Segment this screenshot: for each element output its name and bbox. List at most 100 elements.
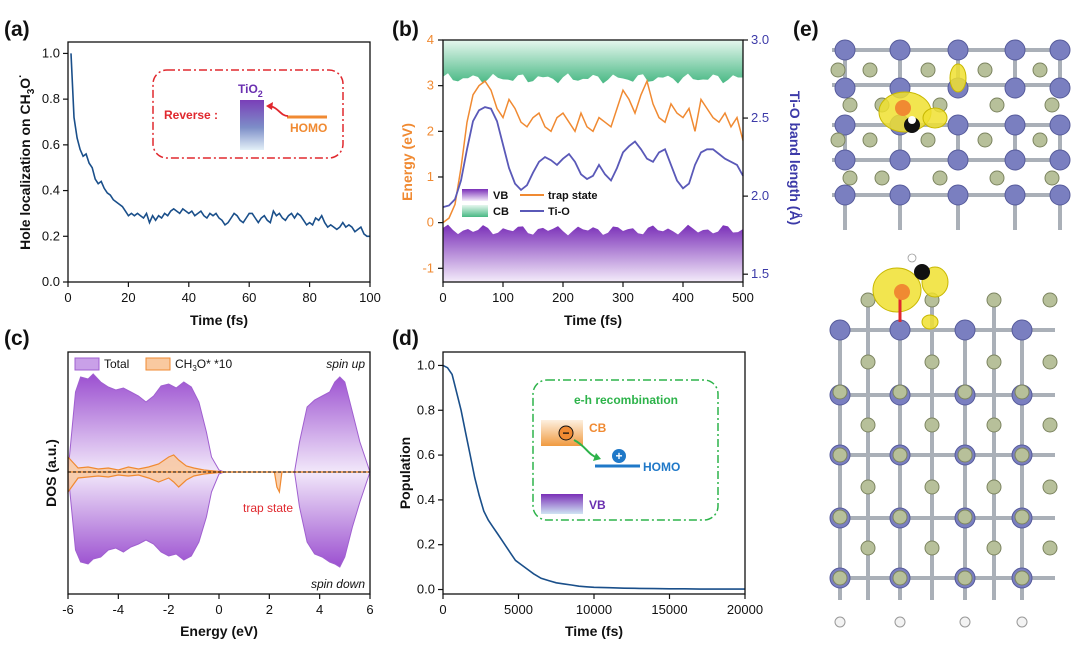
x-tick-label: 20 bbox=[121, 290, 135, 305]
y-left-tick-label: 2 bbox=[427, 123, 434, 138]
trap-state-line bbox=[442, 78, 744, 224]
ti-atom bbox=[829, 319, 851, 341]
o-atom bbox=[892, 570, 908, 586]
o-atom bbox=[862, 62, 878, 78]
o-atom bbox=[860, 417, 876, 433]
o-atom bbox=[1032, 132, 1048, 148]
o-atom bbox=[860, 540, 876, 556]
o-atom bbox=[977, 132, 993, 148]
o-atom bbox=[924, 479, 940, 495]
o-atom bbox=[892, 447, 908, 463]
x-tick-label: 100 bbox=[492, 290, 514, 305]
y-tick-label: 0.6 bbox=[42, 137, 60, 152]
reverse-arrow-head bbox=[266, 102, 273, 110]
panel-c-legend: Total CH3O* *10 bbox=[74, 357, 232, 373]
x-tick-label: 4 bbox=[316, 602, 323, 617]
ti-atom bbox=[1004, 114, 1026, 136]
ti-atom bbox=[834, 39, 856, 61]
legend-cb-swatch bbox=[462, 205, 488, 217]
y-tick-label: 0.0 bbox=[42, 274, 60, 289]
o-atom bbox=[957, 570, 973, 586]
o-atom bbox=[860, 292, 876, 308]
o-atom bbox=[1014, 384, 1030, 400]
y-tick-label: 1.0 bbox=[42, 45, 60, 60]
o-atom bbox=[986, 540, 1002, 556]
panel-d-inset: e-h recombination − CB + HOMO VB bbox=[532, 379, 719, 521]
x-tick-label: 0 bbox=[215, 602, 222, 617]
ti-atom bbox=[889, 149, 911, 171]
ti-atom bbox=[889, 319, 911, 341]
dos-ch3o-spin-down bbox=[67, 471, 370, 495]
panel-c: (c) -6 -4 -2 0 2 4 6 Energy (eV) DOS (a.u.) To… bbox=[4, 327, 374, 639]
hydrogen-atom bbox=[959, 616, 971, 628]
o-atom bbox=[1014, 570, 1030, 586]
ti-atom bbox=[889, 184, 911, 206]
legend-total-swatch bbox=[74, 357, 100, 371]
x-tick-label: 2 bbox=[266, 602, 273, 617]
x-tick-label: 100 bbox=[359, 290, 381, 305]
legend-total: Total bbox=[104, 357, 129, 371]
o-atom bbox=[832, 384, 848, 400]
o-atom bbox=[830, 132, 846, 148]
y-tick-label: 0.8 bbox=[417, 402, 435, 417]
ti-atom bbox=[834, 114, 856, 136]
y-tick-label: 0.8 bbox=[42, 91, 60, 106]
hydrogen-atom bbox=[1016, 616, 1028, 628]
o-atom bbox=[1014, 447, 1030, 463]
tio-bond-line bbox=[442, 106, 744, 208]
o-atom bbox=[832, 509, 848, 525]
o-atom bbox=[977, 62, 993, 78]
ti-atom bbox=[1049, 114, 1071, 136]
o-atom bbox=[842, 97, 858, 113]
vb-area bbox=[443, 224, 743, 282]
inset-homo-d-label: HOMO bbox=[643, 460, 680, 474]
panel-e: (e) bbox=[793, 18, 1071, 628]
x-tick-label: 5000 bbox=[504, 602, 533, 617]
y-left-tick-label: -1 bbox=[422, 260, 434, 275]
panel-d-ylabel: Population bbox=[397, 437, 413, 509]
o-atom bbox=[986, 292, 1002, 308]
o-atom bbox=[860, 354, 876, 370]
electron-sign: − bbox=[562, 426, 569, 440]
o-atom bbox=[1042, 292, 1058, 308]
hydrogen-atom bbox=[834, 616, 846, 628]
legend-ch3o-swatch bbox=[145, 357, 171, 371]
ti-atom bbox=[834, 184, 856, 206]
inset-tio2-label: TiO2 bbox=[238, 82, 263, 99]
o-atom bbox=[932, 170, 948, 186]
panel-b-legend: VB trap state CB Ti-O bbox=[462, 189, 598, 218]
ti-atom bbox=[1049, 39, 1071, 61]
isosurface-lobe bbox=[922, 107, 948, 129]
y-left-tick-label: 0 bbox=[427, 215, 434, 230]
electron-icon bbox=[558, 425, 574, 441]
ti-atom bbox=[834, 149, 856, 171]
panel-d: (d) 0 5000 10000 15000 20000 0.0 0.2 0.4 0.6 0.8 1… bbox=[392, 327, 763, 639]
y-tick-label: 0.4 bbox=[417, 492, 435, 507]
y-right-tick-label: 1.5 bbox=[751, 266, 769, 281]
o-atom bbox=[986, 479, 1002, 495]
y-tick-label: 0.6 bbox=[417, 447, 435, 462]
dos-total-spin-up bbox=[67, 373, 371, 473]
o-atom bbox=[924, 417, 940, 433]
ti-atom bbox=[1004, 39, 1026, 61]
y-tick-label: 0.2 bbox=[42, 228, 60, 243]
o-atom bbox=[860, 479, 876, 495]
panel-a-xlabel: Time (fs) bbox=[190, 312, 248, 328]
ti-atom bbox=[954, 319, 976, 341]
panel-c-frame bbox=[67, 351, 371, 595]
carbon-atom bbox=[914, 264, 930, 280]
panel-d-xlabel: Time (fs) bbox=[565, 623, 623, 639]
o-atom bbox=[1042, 479, 1058, 495]
panel-d-label: (d) bbox=[392, 327, 419, 350]
hydrogen-atom bbox=[894, 616, 906, 628]
carbon-atom bbox=[904, 117, 920, 133]
panel-e-label: (e) bbox=[793, 18, 819, 41]
inset-vb-label: VB bbox=[589, 498, 606, 512]
legend-trap: trap state bbox=[548, 190, 598, 202]
o-atom bbox=[957, 509, 973, 525]
isosurface-lobe bbox=[921, 314, 939, 330]
o-atom bbox=[1014, 509, 1030, 525]
o-atom bbox=[989, 170, 1005, 186]
